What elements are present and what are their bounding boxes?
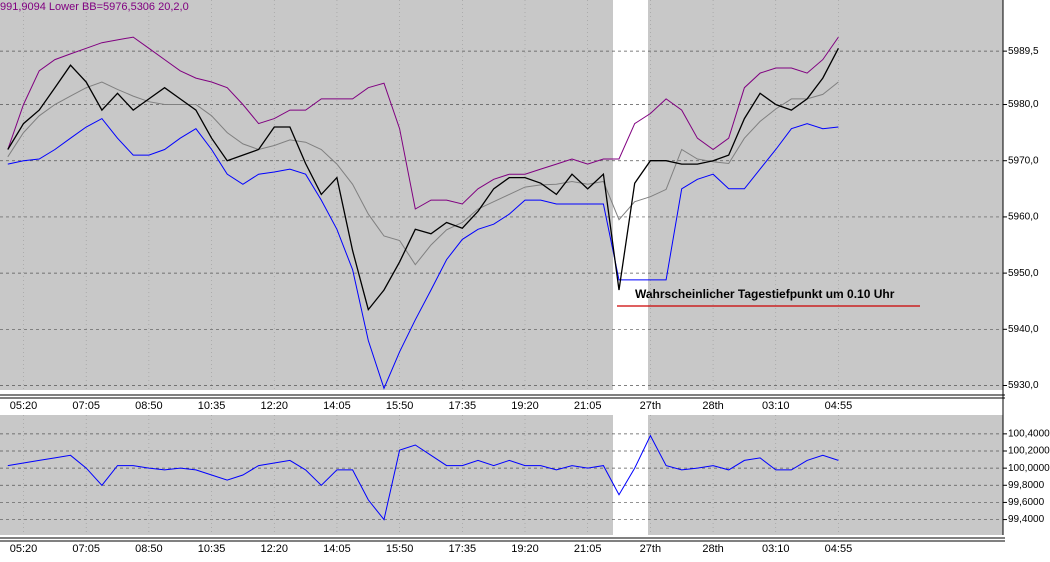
- indicator-header: 991,9094 Lower BB=5976,5306 20,2,0: [0, 1, 189, 13]
- x-tick-label: 19:20: [511, 400, 539, 412]
- series-line: [7, 117, 839, 390]
- x-tick-label: 12:20: [260, 543, 288, 555]
- x-tick-label: 04:55: [825, 543, 853, 555]
- x-tick-label: 28th: [702, 543, 723, 555]
- x-tick-label: 12:20: [260, 400, 288, 412]
- x-tick-label: 03:10: [762, 543, 790, 555]
- x-tick-label: 21:05: [574, 543, 602, 555]
- x-tick-label: 17:35: [449, 400, 477, 412]
- series-line: [7, 434, 839, 521]
- series-line: [7, 36, 839, 210]
- x-tick-label: 17:35: [449, 543, 477, 555]
- y-tick-label: 100,0000: [1008, 463, 1050, 474]
- y-tick-label: 100,2000: [1008, 446, 1050, 457]
- y-tick-label: 100,4000: [1008, 428, 1050, 439]
- x-tick-label: 07:05: [72, 543, 100, 555]
- x-tick-label: 14:05: [323, 400, 351, 412]
- x-tick-label: 10:35: [198, 400, 226, 412]
- y-tick-label: 5950,0: [1008, 268, 1039, 279]
- x-tick-label: 27th: [640, 400, 661, 412]
- x-tick-label: 05:20: [10, 543, 38, 555]
- y-tick-label: 5940,0: [1008, 324, 1039, 335]
- indicator-panel: [0, 415, 1003, 535]
- x-tick-label: 15:50: [386, 400, 414, 412]
- y-tick-label: 5930,0: [1008, 380, 1039, 391]
- x-tick-label: 14:05: [323, 543, 351, 555]
- y-tick-label: 99,8000: [1008, 480, 1045, 491]
- x-tick-label: 10:35: [198, 543, 226, 555]
- y-tick-label: 5980,0: [1008, 99, 1039, 110]
- x-tick-label: 03:10: [762, 400, 790, 412]
- x-tick-label: 28th: [702, 400, 723, 412]
- x-tick-label: 19:20: [511, 543, 539, 555]
- y-tick-label: 5970,0: [1008, 155, 1039, 166]
- x-tick-label: 07:05: [72, 400, 100, 412]
- x-tick-label: 27th: [640, 543, 661, 555]
- x-tick-label: 08:50: [135, 543, 163, 555]
- x-tick-label: 15:50: [386, 543, 414, 555]
- x-tick-label: 21:05: [574, 400, 602, 412]
- x-tick-label: 04:55: [825, 400, 853, 412]
- y-tick-label: 99,4000: [1008, 514, 1045, 525]
- x-tick-label: 05:20: [10, 400, 38, 412]
- y-tick-label: 5989,5: [1008, 46, 1039, 57]
- price-panel: [0, 0, 1003, 390]
- session-break: [613, 0, 648, 390]
- x-tick-label: 08:50: [135, 400, 163, 412]
- series-line: [7, 47, 839, 312]
- y-tick-label: 5960,0: [1008, 212, 1039, 223]
- annotation: Wahrscheinlicher Tagestiefpunkt um 0.10 …: [635, 287, 895, 301]
- y-tick-label: 99,6000: [1008, 497, 1045, 508]
